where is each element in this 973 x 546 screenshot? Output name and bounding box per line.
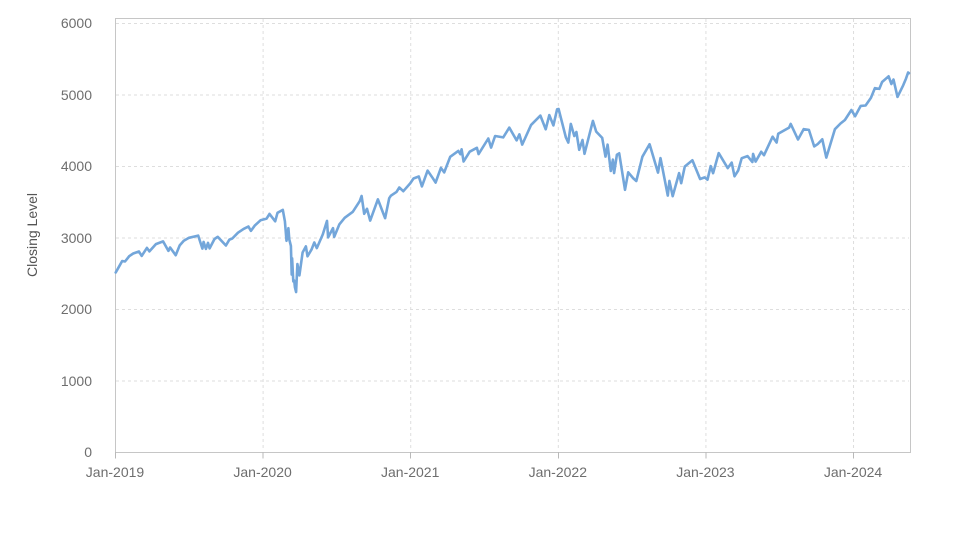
x-tick-label: Jan-2022	[528, 464, 587, 480]
y-tick-label: 0	[84, 444, 92, 460]
y-tick-label: 2000	[60, 301, 92, 317]
x-tick-label: Jan-2024	[823, 464, 883, 480]
y-tick-label: 5000	[60, 86, 92, 103]
closing-level-series-line	[114, 71, 911, 294]
x-tick-label: Jan-2021	[381, 464, 440, 480]
plot-border	[115, 18, 911, 453]
y-tick-label: 4000	[60, 158, 92, 174]
y-tick-label: 1000	[60, 372, 92, 389]
y-tick-label: 6000	[60, 15, 92, 31]
y-axis-title: Closing Level	[24, 192, 40, 278]
y-tick-label: 3000	[60, 229, 92, 246]
x-tick-label: Jan-2023	[676, 464, 735, 480]
x-tick-label: Jan-2020	[233, 464, 292, 480]
x-tick-label: Jan-2019	[85, 464, 145, 480]
